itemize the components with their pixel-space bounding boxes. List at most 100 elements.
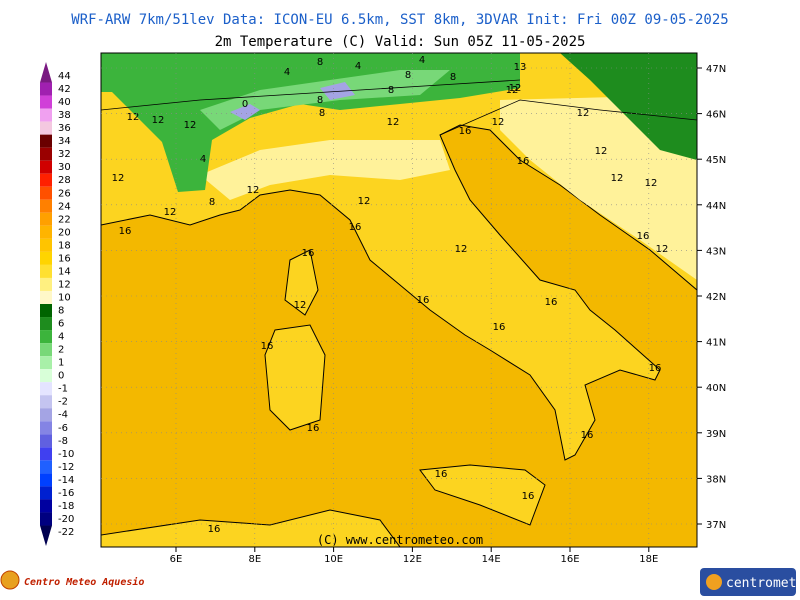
header-line: WRF-ARW 7km/51lev Data: ICON-EU 6.5km, S… bbox=[71, 12, 728, 28]
contour-label: 16 bbox=[517, 156, 530, 167]
colorbar-label: 24 bbox=[58, 201, 71, 212]
colorbar-swatch bbox=[40, 317, 52, 331]
colorbar-label: -14 bbox=[58, 475, 74, 486]
colorbar-label: -16 bbox=[58, 488, 74, 499]
colorbar-swatch bbox=[40, 486, 52, 500]
colorbar-swatch bbox=[40, 304, 52, 318]
contour-label: 12 bbox=[387, 117, 400, 128]
colorbar-swatch bbox=[40, 134, 52, 148]
colorbar-swatch bbox=[40, 277, 52, 291]
sicily bbox=[419, 464, 546, 526]
colorbar-label: -6 bbox=[58, 423, 68, 434]
contour-label: 12 bbox=[595, 146, 608, 157]
contour-label: 16 bbox=[307, 423, 320, 434]
colorbar-swatch bbox=[40, 421, 52, 435]
colorbar-swatch bbox=[40, 408, 52, 422]
logo-icon bbox=[0, 570, 20, 590]
colorbar-swatch bbox=[40, 238, 52, 252]
colorbar-label: -20 bbox=[58, 514, 74, 525]
lat-tick-label: 45N bbox=[706, 155, 726, 166]
colorbar-swatch bbox=[40, 121, 52, 135]
colorbar-label: 40 bbox=[58, 97, 71, 108]
colorbar-cap bbox=[40, 62, 52, 83]
contour-label: 12 bbox=[184, 120, 197, 131]
contour-label: 8 bbox=[388, 85, 394, 96]
lat-tick-label: 38N bbox=[706, 474, 726, 485]
contour-label: 12 bbox=[127, 112, 140, 123]
colorbar-swatch bbox=[40, 251, 52, 265]
lon-tick-label: 14E bbox=[482, 554, 501, 565]
colorbar-swatch bbox=[40, 330, 52, 344]
colorbar-swatch bbox=[40, 290, 52, 304]
sardinia bbox=[264, 324, 326, 431]
contour-label: 16 bbox=[493, 322, 506, 333]
contour-label: 16 bbox=[261, 341, 274, 352]
contour-label: 13 bbox=[514, 62, 527, 73]
contour-label: 16 bbox=[637, 231, 650, 242]
colorbar-label: -8 bbox=[58, 436, 68, 447]
contour-label: 8 bbox=[317, 57, 323, 68]
contour-label: 16 bbox=[545, 297, 558, 308]
lat-tick-label: 47N bbox=[706, 64, 726, 75]
colorbar-label: 44 bbox=[58, 71, 71, 82]
colorbar-label: -18 bbox=[58, 501, 74, 512]
logo-right: centrometeo bbox=[700, 568, 800, 596]
contour-label: 12 bbox=[645, 178, 658, 189]
colorbar-swatch bbox=[40, 108, 52, 122]
logo-icon bbox=[706, 574, 722, 590]
colorbar-label: 12 bbox=[58, 279, 71, 290]
lat-tick-label: 46N bbox=[706, 110, 726, 121]
colorbar-swatch bbox=[40, 356, 52, 370]
colorbar-label: 30 bbox=[58, 162, 71, 173]
colorbar-label: -12 bbox=[58, 462, 74, 473]
colorbar-label: 1 bbox=[58, 358, 64, 369]
contour-label: 8 bbox=[209, 197, 215, 208]
colorbar-swatch bbox=[40, 147, 52, 161]
lon-tick-label: 12E bbox=[403, 554, 422, 565]
colorbar-label: 34 bbox=[58, 136, 71, 147]
contour-label: 16 bbox=[581, 430, 594, 441]
colorbar-swatch bbox=[40, 512, 52, 526]
logo-left: Centro Meteo Aquesio bbox=[0, 570, 144, 590]
colorbar-label: 8 bbox=[58, 306, 64, 317]
corsica bbox=[284, 249, 319, 316]
contour-label: 16 bbox=[459, 126, 472, 137]
contour-label: 16 bbox=[417, 295, 430, 306]
colorbar-swatch bbox=[40, 160, 52, 174]
colorbar-label: -1 bbox=[58, 384, 68, 395]
colorbar-cap bbox=[40, 525, 52, 546]
lat-tick-label: 42N bbox=[706, 292, 726, 303]
colorbar-label: -10 bbox=[58, 449, 74, 460]
contour-label: 16 bbox=[649, 363, 662, 374]
colorbar-label: 18 bbox=[58, 240, 71, 251]
contour-label: 16 bbox=[522, 491, 535, 502]
colorbar-swatch bbox=[40, 212, 52, 226]
colorbar-swatch bbox=[40, 499, 52, 513]
contour-label: 12 bbox=[506, 85, 519, 96]
header-subtitle: 2m Temperature (C) Valid: Sun 05Z 11-05-… bbox=[215, 34, 586, 50]
contour-label: 16 bbox=[435, 469, 448, 480]
colorbar-swatch bbox=[40, 225, 52, 239]
colorbar-label: 22 bbox=[58, 214, 71, 225]
contour-label: 12 bbox=[152, 115, 165, 126]
lon-tick-label: 8E bbox=[248, 554, 261, 565]
contour-label: 16 bbox=[119, 226, 132, 237]
copyright: (C) www.centrometeo.com bbox=[317, 533, 483, 547]
colorbar-label: 2 bbox=[58, 345, 64, 356]
colorbar-swatch bbox=[40, 382, 52, 396]
lat-tick-label: 39N bbox=[706, 429, 726, 440]
colorbar-label: -2 bbox=[58, 397, 68, 408]
colorbar-swatch bbox=[40, 369, 52, 383]
contour-label: 4 bbox=[200, 154, 206, 165]
contour-label: 12 bbox=[247, 185, 260, 196]
contour-label: 4 bbox=[284, 67, 290, 78]
colorbar-label: 4 bbox=[58, 332, 64, 343]
colorbar-label: 16 bbox=[58, 253, 71, 264]
colorbar-label: 14 bbox=[58, 266, 71, 277]
colorbar-label: 38 bbox=[58, 110, 71, 121]
contour-label: 4 bbox=[419, 55, 425, 66]
contour-label: 16 bbox=[349, 222, 362, 233]
lon-tick-label: 10E bbox=[324, 554, 343, 565]
lat-tick-label: 41N bbox=[706, 338, 726, 349]
